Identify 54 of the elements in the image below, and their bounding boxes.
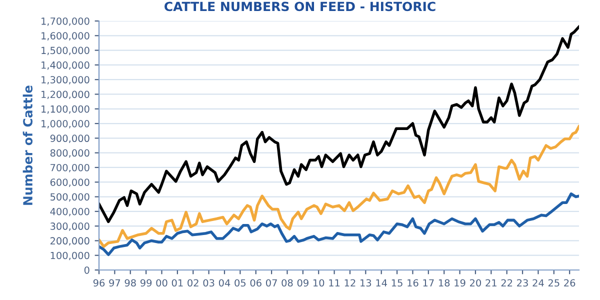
x-tick-label: 18 <box>438 279 450 287</box>
x-tick-label: 26 <box>564 279 576 287</box>
line-series <box>99 192 579 256</box>
x-tick-label: 12 <box>344 279 356 286</box>
x-tick-label: 22 <box>501 279 512 286</box>
y-tick-label: 1,500,000 <box>42 46 90 56</box>
x-tick-label: 13 <box>360 279 372 287</box>
x-tick-label: 21 <box>486 279 496 286</box>
y-tick-label: 700,000 <box>50 164 90 172</box>
x-tick-label: 16 <box>408 279 418 287</box>
y-tick-label: 500,000 <box>50 193 90 202</box>
x-tick-label: 23 <box>517 279 528 287</box>
x-tick-label: 06 <box>250 279 262 287</box>
x-tick-label: 14 <box>376 279 387 286</box>
x-tick-label: 09 <box>297 279 308 287</box>
y-tick-label: 100,000 <box>50 252 90 260</box>
x-tick-label: 24 <box>532 279 544 286</box>
x-tick-label: 04 <box>218 279 230 287</box>
y-tick-label: 1,400,000 <box>42 61 90 70</box>
x-tick-label: 96 <box>93 279 105 287</box>
chart-title: CATTLE NUMBERS ON FEED - HISTORIC <box>164 2 436 12</box>
line-series <box>99 125 579 248</box>
x-tick-label: 98 <box>124 279 136 287</box>
y-tick-label: 600,000 <box>50 178 90 187</box>
y-tick-label: 1,600,000 <box>42 32 90 40</box>
y-tick-label: 1,300,000 <box>42 76 90 84</box>
y-axis-title: Number of Cattle <box>22 86 33 205</box>
x-tick-label: 19 <box>454 279 466 287</box>
line-series <box>99 25 579 224</box>
y-tick-label: 900,000 <box>50 134 90 143</box>
x-tick-label: 00 <box>156 279 168 287</box>
x-tick-label: 99 <box>140 279 152 287</box>
y-tick-label: 0 <box>84 266 90 274</box>
x-tick-label: 10 <box>313 279 324 287</box>
x-tick-label: 20 <box>470 279 482 287</box>
x-tick-label: 15 <box>392 279 402 287</box>
y-tick-label: 300,000 <box>50 222 90 231</box>
x-tick-label: 97 <box>109 279 120 287</box>
x-tick-label: 25 <box>548 279 560 287</box>
y-tick-label: 1,200,000 <box>42 90 90 100</box>
y-tick-label: 1,700,000 <box>42 17 90 26</box>
y-tick-label: 1,000,000 <box>42 120 90 128</box>
x-tick-label: 05 <box>234 279 246 287</box>
x-tick-label: 17 <box>423 279 434 286</box>
x-tick-label: 07 <box>266 279 277 287</box>
x-tick-label: 02 <box>188 279 198 287</box>
x-tick-label: 03 <box>203 279 214 287</box>
x-tick-label: 11 <box>329 279 340 286</box>
y-tick-label: 400,000 <box>50 208 90 216</box>
y-tick-label: 800,000 <box>50 149 90 158</box>
y-tick-label: 1,100,000 <box>42 105 90 114</box>
x-tick-label: 01 <box>172 279 183 287</box>
x-tick-label: 08 <box>282 279 293 287</box>
y-tick-label: 200,000 <box>50 237 90 246</box>
